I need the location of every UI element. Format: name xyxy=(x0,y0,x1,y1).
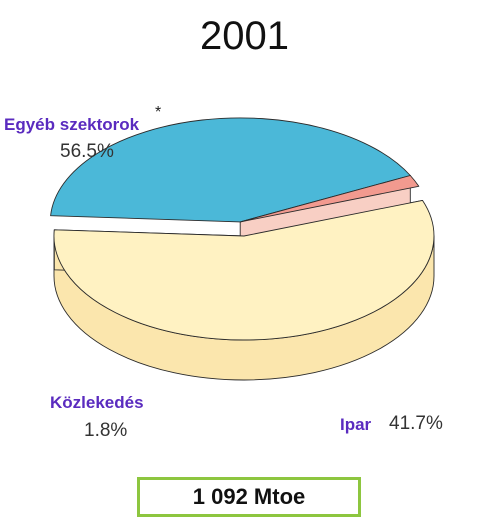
slice-label-kozlekedes: Közlekedés xyxy=(50,393,144,412)
slice-value-kozlekedes: 1.8% xyxy=(84,420,128,441)
slice-label-ipar: Ipar xyxy=(340,415,372,434)
footnote-asterisk: * xyxy=(155,104,162,121)
total-value: 1 092 Mtoe xyxy=(192,484,306,509)
slice-label-egyeb-szektorok: Egyéb szektorok xyxy=(4,115,140,134)
pie-slice-egyeb-szektorok xyxy=(53,199,435,341)
pie-slice-kozlekedes xyxy=(239,175,420,223)
chart-title: 2001 xyxy=(200,14,289,58)
slice-value-ipar: 41.7% xyxy=(389,413,443,434)
total-box: 1 092 Mtoe xyxy=(137,477,361,517)
pie-slice-ipar xyxy=(50,117,411,223)
slice-value-egyeb-szektorok: 56.5% xyxy=(60,141,114,162)
